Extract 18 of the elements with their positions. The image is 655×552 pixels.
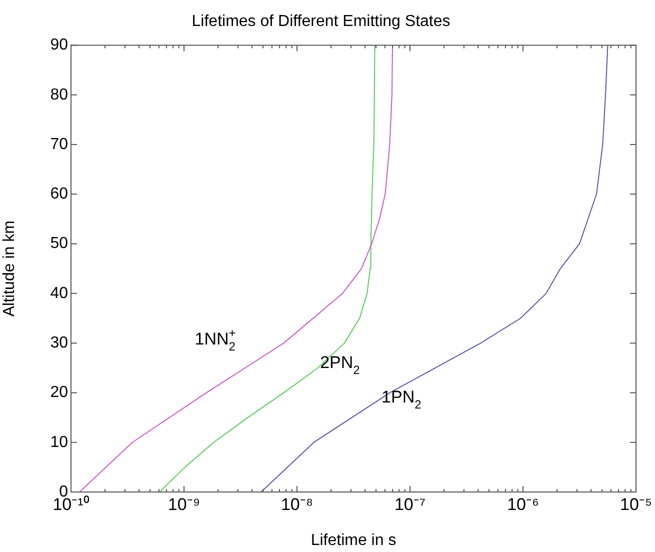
y-tick-label: 50 — [50, 235, 68, 252]
y-tick-label: 40 — [50, 284, 68, 302]
x-tick-label: 10⁻⁷ — [394, 494, 426, 514]
x-tick-label: 10⁻⁸ — [280, 494, 314, 514]
chart-title: Lifetimes of Different Emitting States — [192, 13, 450, 30]
x-tick-label: 10⁻¹⁰ — [52, 494, 90, 514]
y-tick-label: 70 — [50, 136, 68, 153]
y-tick-label: 30 — [50, 334, 68, 352]
y-tick-label: 20 — [50, 384, 68, 402]
y-axis-title: Altitude in km — [1, 220, 18, 317]
x-tick-label: 10⁻⁵ — [620, 494, 652, 514]
x-tick-label: 10⁻⁹ — [168, 494, 200, 514]
y-tick-label: 60 — [50, 186, 68, 203]
y-tick-label: 90 — [50, 36, 68, 54]
y-tick-label: 10 — [50, 434, 68, 451]
x-tick-label: 10⁻⁶ — [507, 494, 539, 514]
x-axis-title: Lifetime in s — [310, 532, 396, 549]
y-tick-label: 80 — [50, 86, 68, 104]
